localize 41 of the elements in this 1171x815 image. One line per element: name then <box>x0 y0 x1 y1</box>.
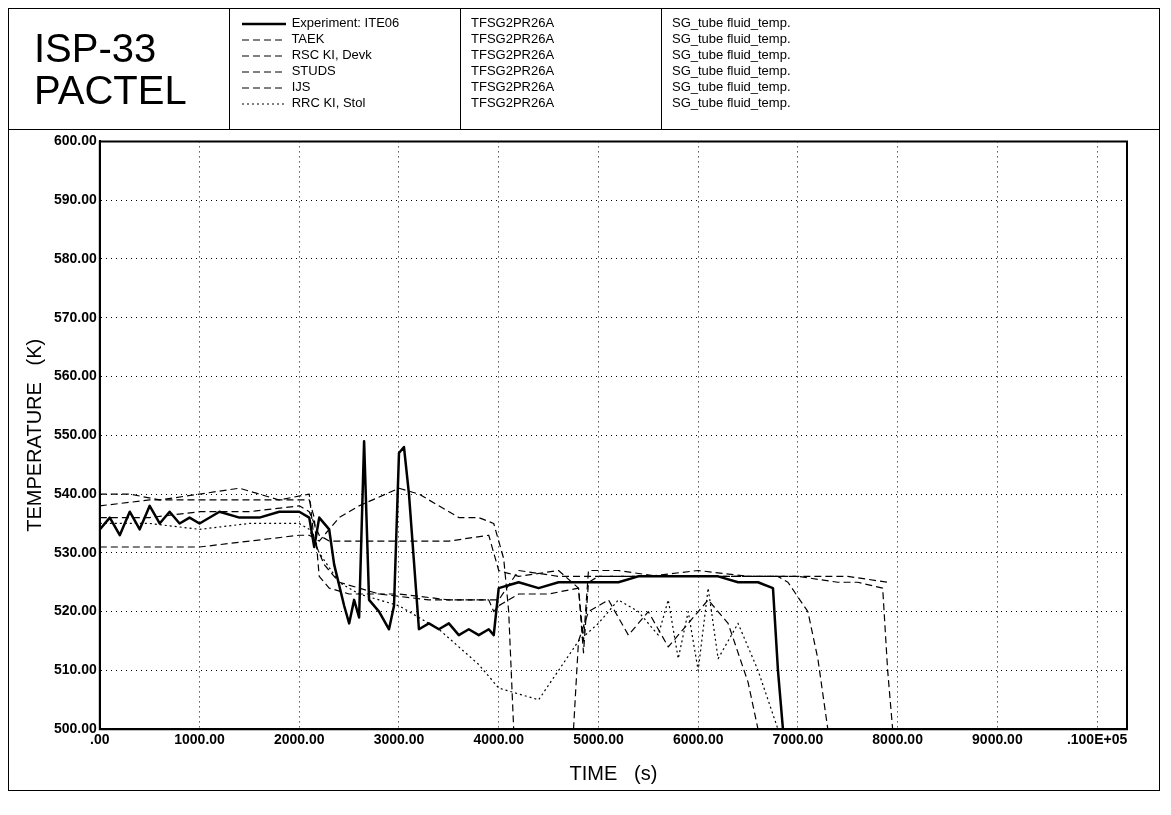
y-tick-label: 510.00 <box>53 661 98 678</box>
x-tick-label: 7000.00 <box>772 731 824 748</box>
y-tick-label: 580.00 <box>53 249 98 266</box>
y-tick-label: 530.00 <box>53 543 98 560</box>
y-tick-label: 590.00 <box>53 191 98 208</box>
text: SG_tube fluid_temp. <box>672 15 792 31</box>
y-tick-label: 540.00 <box>53 484 98 501</box>
x-tick-label: 4000.00 <box>473 731 525 748</box>
x-tick-label: 3000.00 <box>373 731 425 748</box>
text: SG_tube fluid_temp. <box>672 79 792 95</box>
text: TFSG2PR26A <box>471 79 556 95</box>
x-tick-label: 2000.00 <box>273 731 325 748</box>
legend-label: RSC KI, Devk <box>291 47 372 62</box>
text: SG_tube fluid_temp. <box>672 63 792 79</box>
x-tick-label: 6000.00 <box>672 731 724 748</box>
text: SG_tube fluid_temp. <box>672 47 792 63</box>
text: TFSG2PR26A <box>471 15 556 31</box>
legend-label: Experiment: ITE06 <box>291 15 400 30</box>
chart-title: ISP-33 PACTEL <box>9 9 230 129</box>
x-tick-label: 8000.00 <box>872 731 924 748</box>
legend-label: TAEK <box>291 31 325 46</box>
x-tick-label: 1000.00 <box>174 731 226 748</box>
x-axis-title: TIME (s) <box>569 761 658 784</box>
y-tick-label: 600.00 <box>53 132 98 149</box>
y-tick-label: 550.00 <box>53 426 98 443</box>
legend-label: STUDS <box>291 63 336 78</box>
text: SG_tube fluid_temp. <box>672 31 792 47</box>
x-tick-label: 9000.00 <box>972 731 1023 748</box>
y-tick-label: 520.00 <box>53 602 98 619</box>
y-tick-label: 560.00 <box>53 367 98 384</box>
legend-label: IJS <box>291 79 311 94</box>
y-axis-title: TEMPERATURE (K) <box>22 338 45 532</box>
x-tick-label: .100E+05 <box>1066 731 1128 748</box>
x-tick-label: 5000.00 <box>573 731 624 748</box>
text: TFSG2PR26A <box>471 95 556 111</box>
text: TFSG2PR26A <box>471 47 556 63</box>
text: TFSG2PR26A <box>471 63 556 79</box>
text: TFSG2PR26A <box>471 31 556 47</box>
text: SG_tube fluid_temp. <box>672 95 792 111</box>
y-tick-label: 570.00 <box>53 308 98 325</box>
legend-label: RRC KI, Stol <box>291 95 366 110</box>
